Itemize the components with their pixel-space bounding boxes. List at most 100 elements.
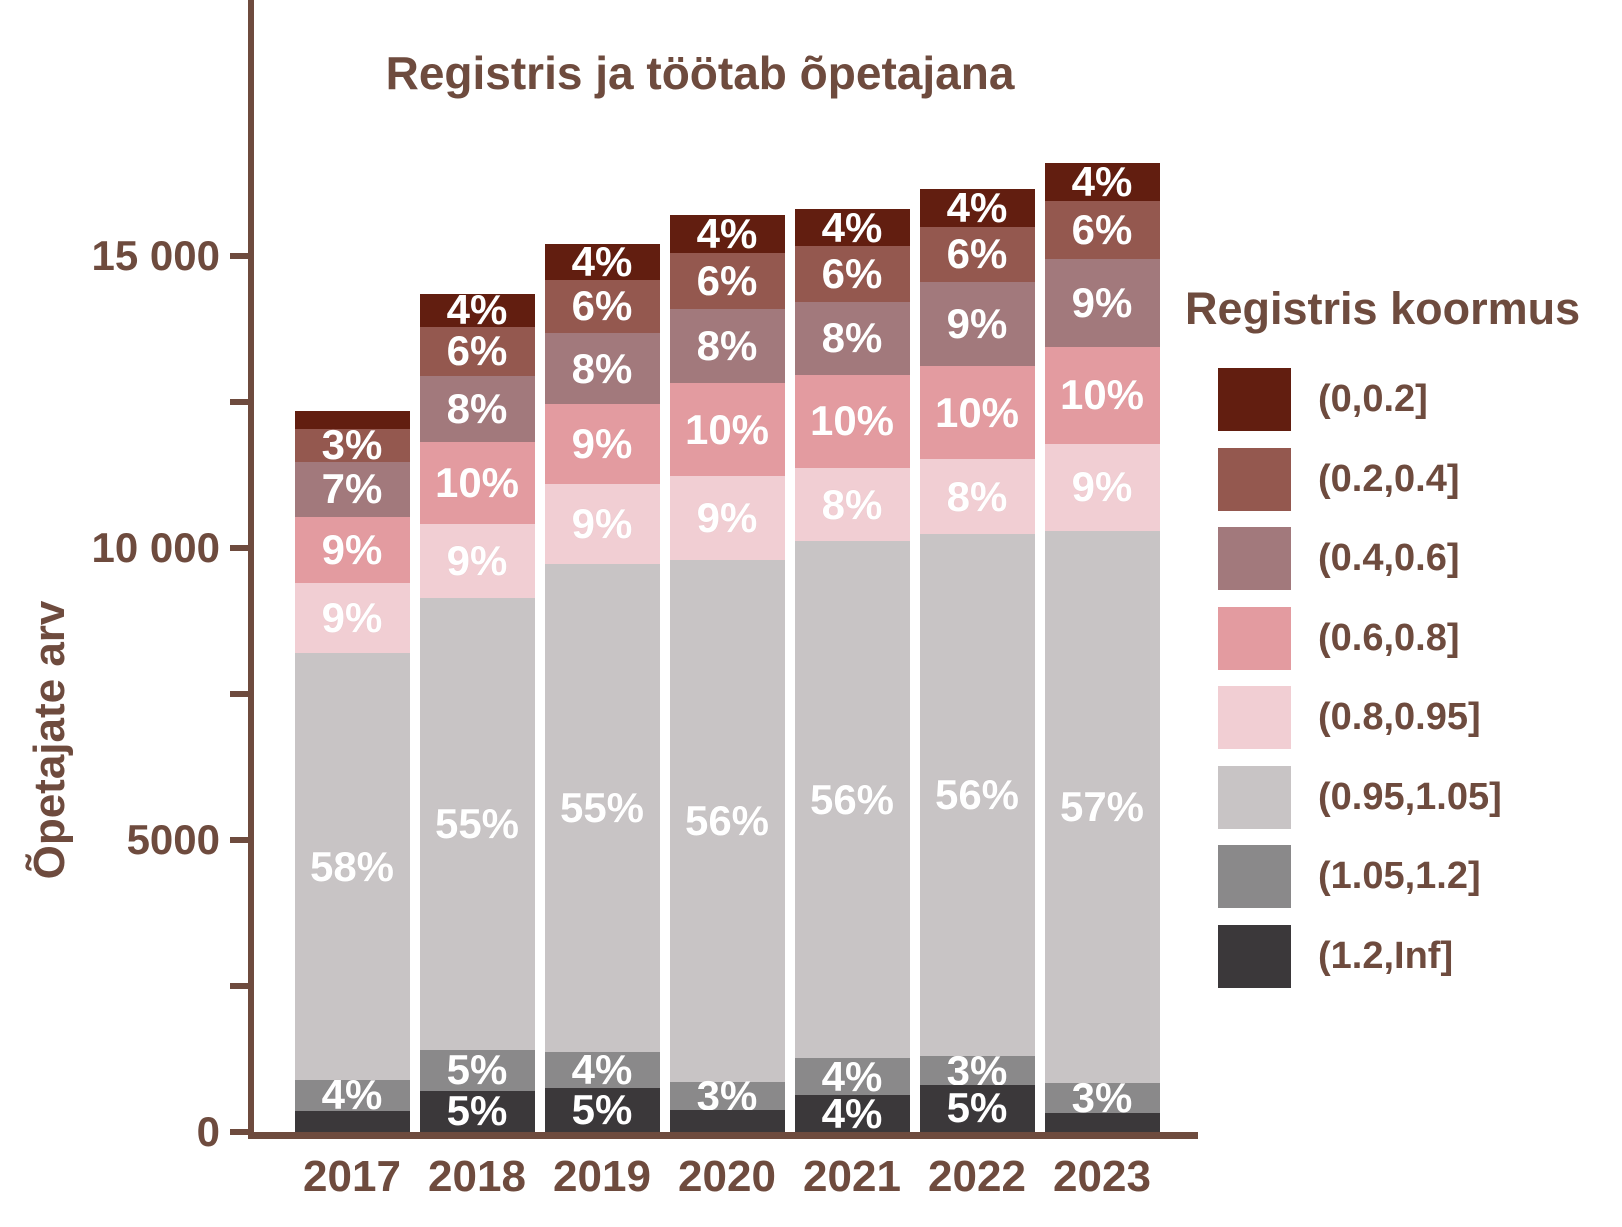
legend-swatch [1218,527,1291,590]
legend-label: (0.6,0.8] [1318,616,1460,659]
bar-segment-label: 8% [571,344,633,392]
bar-segment-2018-(1.05,1.2]: 5% [419,1049,535,1091]
bar-segment-label: 9% [946,300,1008,348]
legend-label: (1.2,Inf] [1318,934,1454,977]
bar-segment-2017-(1.2,Inf] [294,1110,410,1132]
y-axis-tick-label: 15 000 [91,232,220,279]
bar-segment-2019-(0.4,0.6]: 8% [544,333,660,405]
x-axis-tick-label: 2017 [303,1152,401,1201]
bar-segment-label: 10% [434,458,520,506]
x-axis-tick-label: 2018 [428,1152,526,1201]
bar-segment-label: 56% [684,796,770,844]
bar-segment-label: 4% [821,203,883,251]
bar-segment-2023-(0,0.2]: 4% [1044,160,1160,202]
x-axis-tick-label: 2019 [553,1152,651,1201]
bar-segment-label: 10% [934,388,1020,436]
y-axis-minor-tick [230,399,249,405]
bar-segment-label: 9% [446,536,508,584]
x-axis-tick-label: 2023 [1053,1152,1151,1201]
bar-segment-2020-(0.6,0.8]: 10% [669,382,785,477]
x-axis-tick-label: 2022 [928,1152,1026,1201]
bar-segment-2021-(0.95,1.05]: 56% [794,541,910,1059]
x-axis-tick-label: 2021 [803,1152,901,1201]
bar-2021: 4% 6% 8% 10% 8% 56% 4% 4% [794,203,910,1137]
y-axis-tick-label: 0 [196,1108,220,1155]
bar-segment-2020-(0,0.2]: 4% [669,209,785,257]
legend-label: (0.2,0.4] [1318,457,1460,500]
legend-swatch [1218,368,1291,431]
bar-segment-2023-(0.8,0.95]: 9% [1044,443,1160,531]
bar-segment-label: 6% [1071,206,1133,254]
bar-segment-2021-(1.05,1.2]: 4% [794,1052,910,1100]
bar-segment-2017-(0.95,1.05]: 58% [294,653,410,1080]
x-axis-tick-label: 2020 [678,1152,776,1201]
bar-2017: 3% 7% 9% 9% 58% 4% [294,410,410,1132]
bar-segment-2017-(0.6,0.8]: 9% [294,516,410,584]
bar-segment-2019-(0.6,0.8]: 9% [544,404,660,484]
bar-segment-2023-(0.2,0.4]: 6% [1044,201,1160,260]
bar-segment-2022-(0,0.2]: 4% [919,183,1035,231]
bar-segment-2019-(0.8,0.95]: 9% [544,483,660,564]
bar-segment-2021-(0,0.2]: 4% [794,203,910,251]
bar-2020: 4% 6% 8% 10% 9% 56% 3% [669,209,785,1132]
legend-label: (0.95,1.05] [1318,775,1502,818]
bar-segment-label: 4% [696,209,758,257]
bar-segment-2019-(0.95,1.05]: 55% [544,563,660,1053]
bar-segment-2022-(1.2,Inf]: 5% [919,1084,1035,1132]
bar-segment-label: 6% [446,327,508,375]
bar-segment-label: 3% [321,421,383,469]
legend-swatch [1218,845,1291,908]
bar-segment-2017-(1.05,1.2]: 4% [294,1074,410,1116]
legend-swatch [1218,606,1291,670]
bar-2023: 4% 6% 9% 10% 9% 57% 3% [1044,160,1160,1132]
bar-segment-label: 8% [946,472,1008,520]
bar-segment-label: 4% [446,286,508,334]
chart-title: Registris ja töötab õpetajana [385,47,1015,99]
legend-label: (0.4,0.6] [1318,537,1460,579]
bar-segment-label: 6% [946,230,1008,278]
bar-segment-2018-(0.8,0.95]: 9% [419,523,535,598]
bar-segment-label: 8% [821,314,883,362]
y-axis-major-tick [230,545,249,551]
bar-segment-label: 4% [821,1052,883,1100]
bar-segment-label: 8% [821,480,883,528]
bar-segment-2018-(0,0.2]: 4% [419,289,535,331]
bar-segment-label: 55% [434,799,520,847]
bar-segment-2023-(0.4,0.6]: 9% [1044,259,1160,347]
bar-segment-label: 4% [571,238,633,286]
y-axis-minor-tick [230,691,249,697]
bar-segment-2022-(0.95,1.05]: 56% [919,533,1035,1057]
bar-segment-label: 56% [809,775,895,823]
bar-segment-2020-(1.05,1.2]: 3% [669,1074,785,1116]
bar-segment-label: 4% [946,183,1008,231]
bar-segment-2017-(0.8,0.95]: 9% [294,583,410,654]
bar-segment-label: 3% [696,1071,758,1119]
bar-segment-2020-(0.2,0.4]: 6% [669,252,785,309]
bar-segment-label: 56% [934,771,1020,819]
legend-label: (0,0.2] [1318,378,1428,420]
bar-segment-2022-(0.6,0.8]: 10% [919,366,1035,460]
bar-segment-2022-(0.8,0.95]: 8% [919,459,1035,534]
bar-segment-2023-(1.2,Inf] [1044,1112,1160,1132]
bar-segment-label: 7% [321,465,383,513]
bar-segment-label: 8% [696,321,758,369]
bar-2019: 4% 6% 8% 9% 9% 55% 4% 5% [544,238,660,1132]
legend-swatch [1218,765,1291,829]
bar-segment-2021-(0.4,0.6]: 8% [794,301,910,376]
legend-label: (1.05,1.2] [1318,855,1481,897]
bar-segment-label: 10% [684,405,770,453]
bar-segment-label: 3% [1071,1074,1133,1121]
bar-segment-2020-(0.95,1.05]: 56% [669,559,785,1082]
legend-swatch [1218,447,1291,511]
bar-segment-2018-(0.95,1.05]: 55% [419,597,535,1050]
bar-segment-label: 6% [821,249,883,297]
bar-segment-label: 9% [571,420,633,467]
bar-segment-label: 10% [809,397,895,445]
bar-segment-label: 5% [446,1087,508,1135]
bar-2018: 4% 6% 8% 10% 9% 55% 5% 5% [419,289,535,1135]
bar-segment-2018-(0.4,0.6]: 8% [419,376,535,442]
bar-segment-label: 9% [1071,279,1133,327]
bar-segment-label: 4% [821,1089,883,1137]
bar-segment-label: 4% [321,1071,383,1119]
y-axis-minor-tick [230,983,249,989]
